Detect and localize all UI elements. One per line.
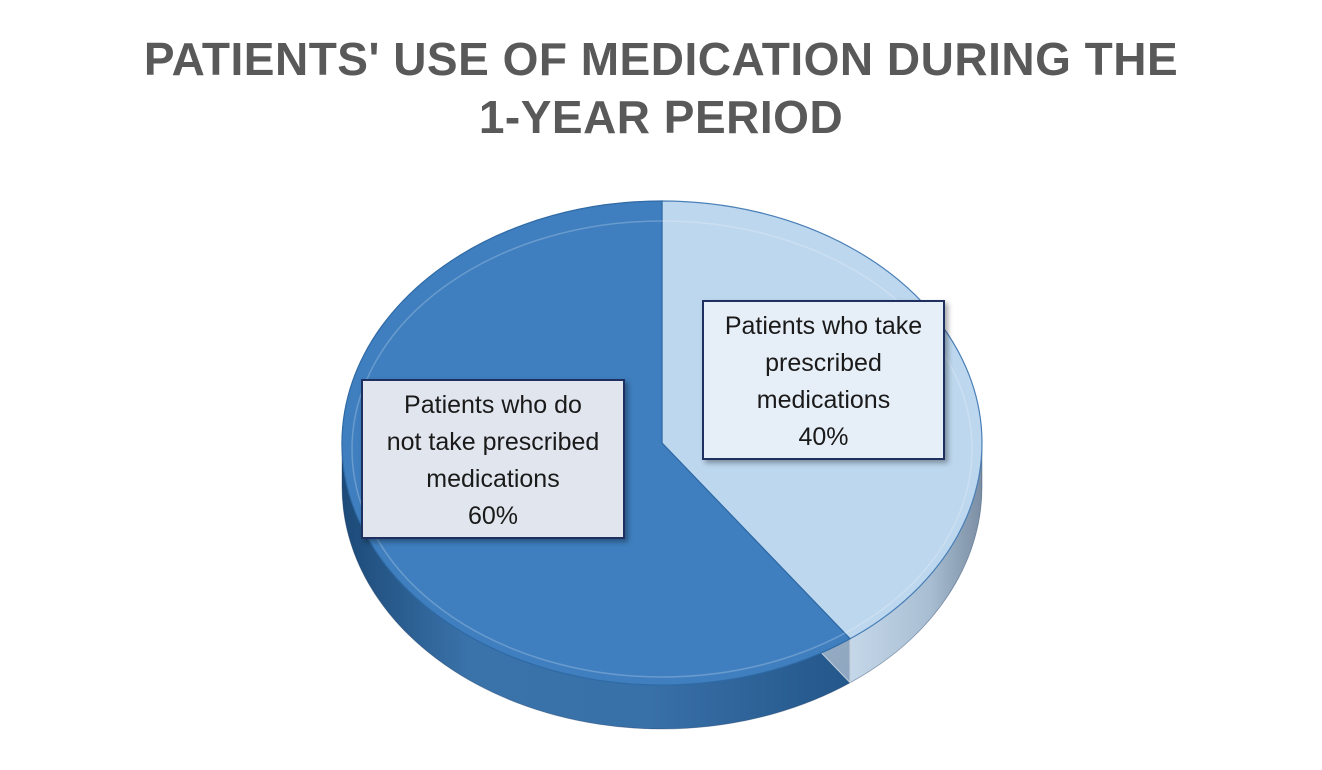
data-label-not-take-line-2: not take prescribed xyxy=(386,428,600,456)
data-label-take-line-2: prescribed xyxy=(765,349,882,377)
data-label-not-take-value: 60% xyxy=(467,502,519,530)
pie-bevel-highlight xyxy=(351,220,973,678)
data-label-not-take-line-3: medications xyxy=(426,465,560,493)
data-label-not-take-line-1: Patients who do xyxy=(404,391,582,419)
data-label-take-line-1: Patients who take xyxy=(724,312,923,340)
data-label-take-line-3: medications xyxy=(756,386,891,414)
chart-title-line-1: PATIENTS' USE OF MEDICATION DURING THE xyxy=(143,33,1179,85)
data-label-not-take-medications: Patients who do not take prescribed medi… xyxy=(361,379,625,539)
chart-title: PATIENTS' USE OF MEDICATION DURING THE 1… xyxy=(0,30,1322,146)
chart-title-line-2: 1-YEAR PERIOD xyxy=(478,91,844,143)
data-label-take-value: 40% xyxy=(798,423,849,451)
data-label-take-medications: Patients who take prescribed medications… xyxy=(702,300,945,460)
